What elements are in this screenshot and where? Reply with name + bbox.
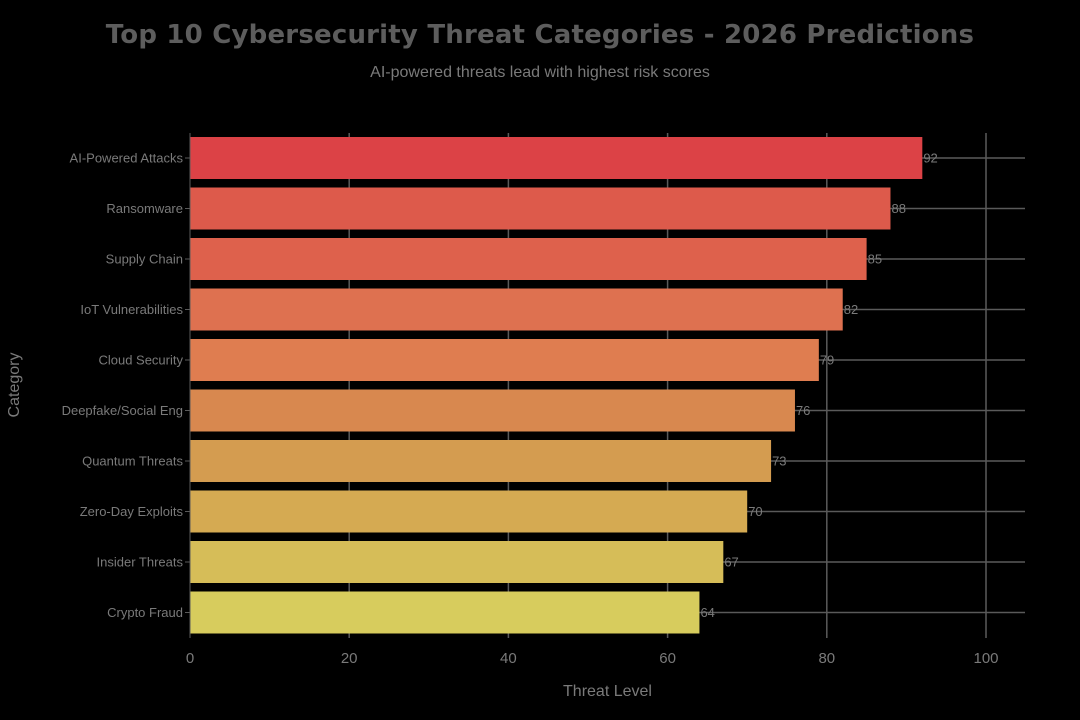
y-axis-title: Category [6, 353, 23, 418]
bar [190, 238, 867, 280]
y-tick-label: Ransomware [106, 201, 183, 216]
bar [190, 389, 795, 432]
bar [190, 137, 923, 179]
y-tick-label: Crypto Fraud [107, 605, 183, 620]
data-label: 76 [796, 403, 810, 418]
y-tick-label: Zero-Day Exploits [80, 504, 184, 519]
data-label: 70 [748, 504, 762, 519]
data-label: 67 [724, 555, 738, 570]
y-tick-label: Supply Chain [106, 252, 183, 267]
y-tick-label: Deepfake/Social Eng [62, 403, 183, 418]
data-label: 79 [820, 353, 834, 368]
x-tick-label: 40 [500, 650, 517, 667]
y-tick-label: IoT Vulnerabilities [80, 302, 183, 317]
chart-title: Top 10 Cybersecurity Threat Categories -… [105, 20, 975, 50]
y-tick-label: Quantum Threats [82, 454, 183, 469]
x-tick-label: 80 [818, 650, 835, 667]
y-tick-label: Cloud Security [98, 353, 183, 368]
bar [190, 490, 748, 533]
bar [190, 187, 891, 230]
y-tick-label: Insider Threats [97, 555, 184, 570]
data-label: 64 [700, 605, 714, 620]
x-tick-label: 0 [186, 650, 194, 667]
y-tick-label: AI-Powered Attacks [70, 151, 184, 166]
x-tick-label: 60 [659, 650, 676, 667]
bar [190, 440, 772, 482]
bar [190, 591, 700, 634]
data-label: 92 [923, 151, 937, 166]
data-label: 85 [868, 252, 882, 267]
data-label: 88 [891, 201, 905, 216]
x-tick-label: 20 [341, 650, 358, 667]
bar [190, 541, 724, 583]
bar [190, 288, 843, 331]
x-tick-label: 100 [973, 650, 998, 667]
x-axis-title: Threat Level [563, 683, 652, 700]
bar [190, 339, 819, 381]
data-label: 82 [844, 302, 858, 317]
chart-subtitle: AI-powered threats lead with highest ris… [370, 64, 710, 81]
data-label: 73 [772, 454, 786, 469]
